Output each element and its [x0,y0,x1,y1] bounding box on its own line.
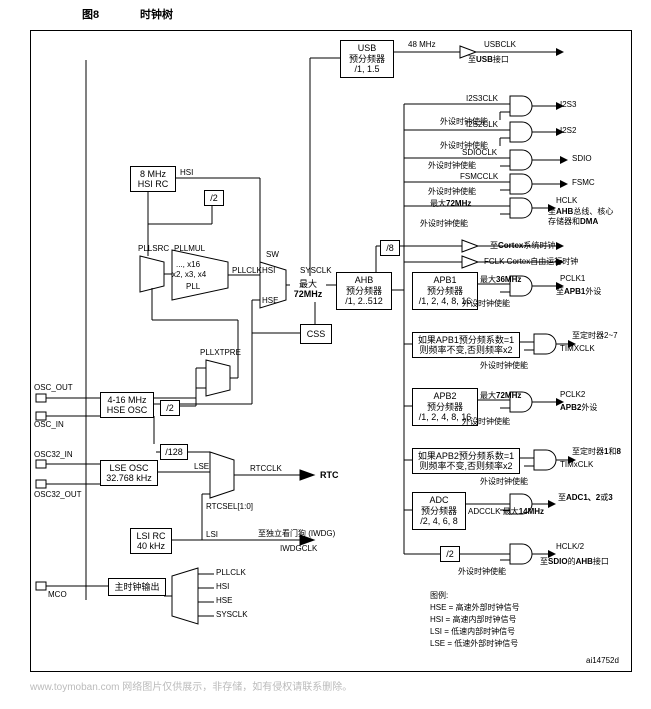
tim27: 至定时器2~7 [572,330,618,341]
max72-label: 最大72MHz [290,276,326,302]
rtcclk-label: RTCCLK [250,464,282,473]
periph-en-3: 外设时钟使能 [428,160,476,171]
mco-hse: HSE [216,596,232,605]
periph-en-7: 外设时钟使能 [480,360,528,371]
periph-en-8: 外设时钟使能 [462,416,510,427]
sw-hse: HSE [262,296,278,305]
div2b: /2 [160,400,180,416]
sdioclk: SDIOCLK [462,148,497,157]
legend-title: 图例: [430,590,448,601]
usbclk-label: USBCLK [484,40,516,49]
rev-id: ai14752d [586,656,619,665]
i2s2clk: I2S2CLK [466,120,498,129]
div128: /128 [160,444,188,460]
legend-lsi: LSI = 低速内部时钟信号 [430,626,515,637]
periph-en-5: 外设时钟使能 [420,218,468,229]
usb-prescaler: USB预分频器/1, 1.5 [340,40,394,78]
pclk2: PCLK2 [560,390,585,399]
timxclk2: TIMxCLK [560,460,593,469]
hclk: HCLK [556,196,577,205]
max72m2: 最大72MHz [480,390,521,401]
lsi-rc-block: LSI RC40 kHz [130,528,172,554]
adc-prescaler: ADC预分频器/2, 4, 6, 8 [412,492,466,530]
tim18: 至定时器1和8 [572,446,621,457]
periph-en-10: 外设时钟使能 [458,566,506,577]
i2s2: I2S2 [560,126,576,135]
sdio-ahb: 至SDIO的AHB接口 [540,556,609,567]
rtc-arrow-label: RTC [320,470,339,480]
div8: /8 [380,240,400,256]
mco-hsi: HSI [216,582,229,591]
wiring-svg [0,0,651,709]
legend-hse: HSE = 高速外部时钟信号 [430,602,520,613]
timxclk: TIMXCLK [560,344,595,353]
hsi-label: HSI [180,168,193,177]
rtcsel-lse: LSE [194,462,209,471]
sdio: SDIO [572,154,592,163]
usb-48mhz: 48 MHz [408,40,436,49]
fclk: FCLK Cortex自由运行时钟 [484,256,578,267]
iwdg-label: 至独立看门狗 (IWDG) [258,528,335,539]
hse-osc-block: 4-16 MHzHSE OSC [100,392,154,418]
cortex: 至Cortex系统时钟 [490,240,555,251]
fsmcclk: FSMCCLK [460,172,498,181]
rtcsel-label: RTCSEL[1:0] [206,502,253,511]
i2s3clk: I2S3CLK [466,94,498,103]
adc-to: 至ADC1、2或3 [558,492,613,503]
legend-hsi: HSI = 高速内部时钟信号 [430,614,516,625]
pll-x16: ..., x16 [176,260,200,269]
css-block: CSS [300,324,332,344]
pllclk-label: PLLCLK [232,266,262,275]
div2c: /2 [440,546,460,562]
div2a: /2 [204,190,224,206]
sysclk-label: SYSCLK [300,266,332,275]
pll-x234: x2, x3, x4 [172,270,206,279]
mco-pllclk: PLLCLK [216,568,246,577]
pllmul-label: PLLMUL [174,244,205,253]
pclk1: PCLK1 [560,274,585,283]
apb1-cond: 如果APB1预分频系数=1则频率不变,否则频率x2 [412,332,520,358]
mco-sysclk: SYSCLK [216,610,248,619]
pclk2-to: APB2外设 [560,402,597,413]
max36m: 最大36MHz [480,274,521,285]
watermark: www.toymoban.com 网络图片仅供展示，非存储，如有侵权请联系删除。 [30,678,352,693]
usb-to: 至至USB接口USB接口 [468,54,509,65]
periph-en-4: 外设时钟使能 [428,186,476,197]
sw-hsi: HSI [262,266,275,275]
mco-out-block: 主时钟输出 [108,578,166,596]
ahb-prescaler: AHB预分频器/1, 2..512 [336,272,392,310]
osc-out-pin: OSC_OUT [34,383,73,392]
lsi-label: LSI [206,530,218,539]
lse-osc-block: LSE OSC32.768 kHz [100,460,158,486]
hsi-rc-block: 8 MHzHSI RC [130,166,176,192]
hclk-to-2: 存储器和DMA [548,216,598,227]
pllsrc-label: PLLSRC [138,244,169,253]
max72m: 最大72MHz [430,198,471,209]
sw-label: SW [266,250,279,259]
osc-in-pin: OSC_IN [34,420,64,429]
pll-label: PLL [186,282,200,291]
adcclk: ADCCLK 最大14MHz [468,506,544,517]
hclk2: HCLK/2 [556,542,584,551]
mco-pin: MCO [48,590,67,599]
osc32-in-pin: OSC32_IN [34,450,73,459]
periph-en-9: 外设时钟使能 [480,476,528,487]
iwdgclk: IWDGCLK [280,544,317,553]
pllxtpre-label: PLLXTPRE [200,348,241,357]
pclk1-to: 至APB1外设 [556,286,601,297]
legend-lse: LSE = 低速外部时钟信号 [430,638,518,649]
fsmc: FSMC [572,178,595,187]
periph-en-6: 外设时钟使能 [462,298,510,309]
apb2-cond: 如果APB2预分频系数=1则频率不变,否则频率x2 [412,448,520,474]
osc32-out-pin: OSC32_OUT [34,490,82,499]
i2s3: I2S3 [560,100,576,109]
